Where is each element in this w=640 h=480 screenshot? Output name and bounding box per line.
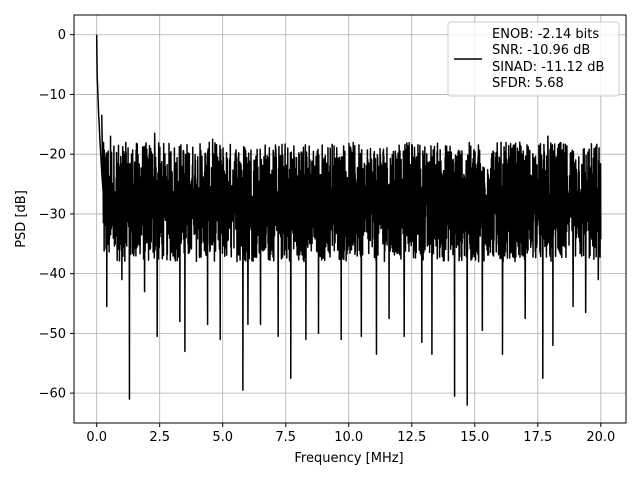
x-tick-label: 0.0 [86,430,107,445]
legend-entry-sinad: SINAD: -11.12 dB [492,60,604,75]
x-tick-label: 17.5 [523,430,552,445]
x-tick-label: 15.0 [460,430,489,445]
y-tick-label: −40 [39,267,66,282]
x-tick-label: 5.0 [212,430,233,445]
x-tick-label: 10.0 [334,430,363,445]
x-tick-label: 20.0 [586,430,615,445]
x-tick-label: 2.5 [149,430,170,445]
y-tick-label: 0 [58,28,66,43]
x-tick-label: 7.5 [275,430,296,445]
x-axis: 0.0 2.5 5.0 7.5 10.0 12.5 15.0 17.5 20.0 [86,423,615,445]
psd-series-line [95,34,602,406]
y-tick-label: −50 [39,327,66,342]
y-tick-label: −60 [39,387,66,402]
legend-entry-snr: SNR: -10.96 dB [492,43,590,58]
plot-area [95,34,602,406]
y-axis-label: PSD [dB] [14,190,29,248]
axes-frame [73,14,627,424]
x-axis-label: Frequency [MHz] [294,451,403,466]
legend-entry-sfdr: SFDR: 5.68 [492,76,564,91]
legend: ENOB: -2.14 bits SNR: -10.96 dB SINAD: -… [447,21,620,97]
y-tick-label: −30 [39,207,66,222]
legend-box [447,21,620,97]
y-tick-label: −10 [39,88,66,103]
legend-entry-enob: ENOB: -2.14 bits [492,27,599,42]
y-tick-label: −20 [39,148,66,163]
y-axis: 0 −10 −20 −30 −40 −50 −60 [39,28,74,402]
x-tick-label: 12.5 [397,430,426,445]
